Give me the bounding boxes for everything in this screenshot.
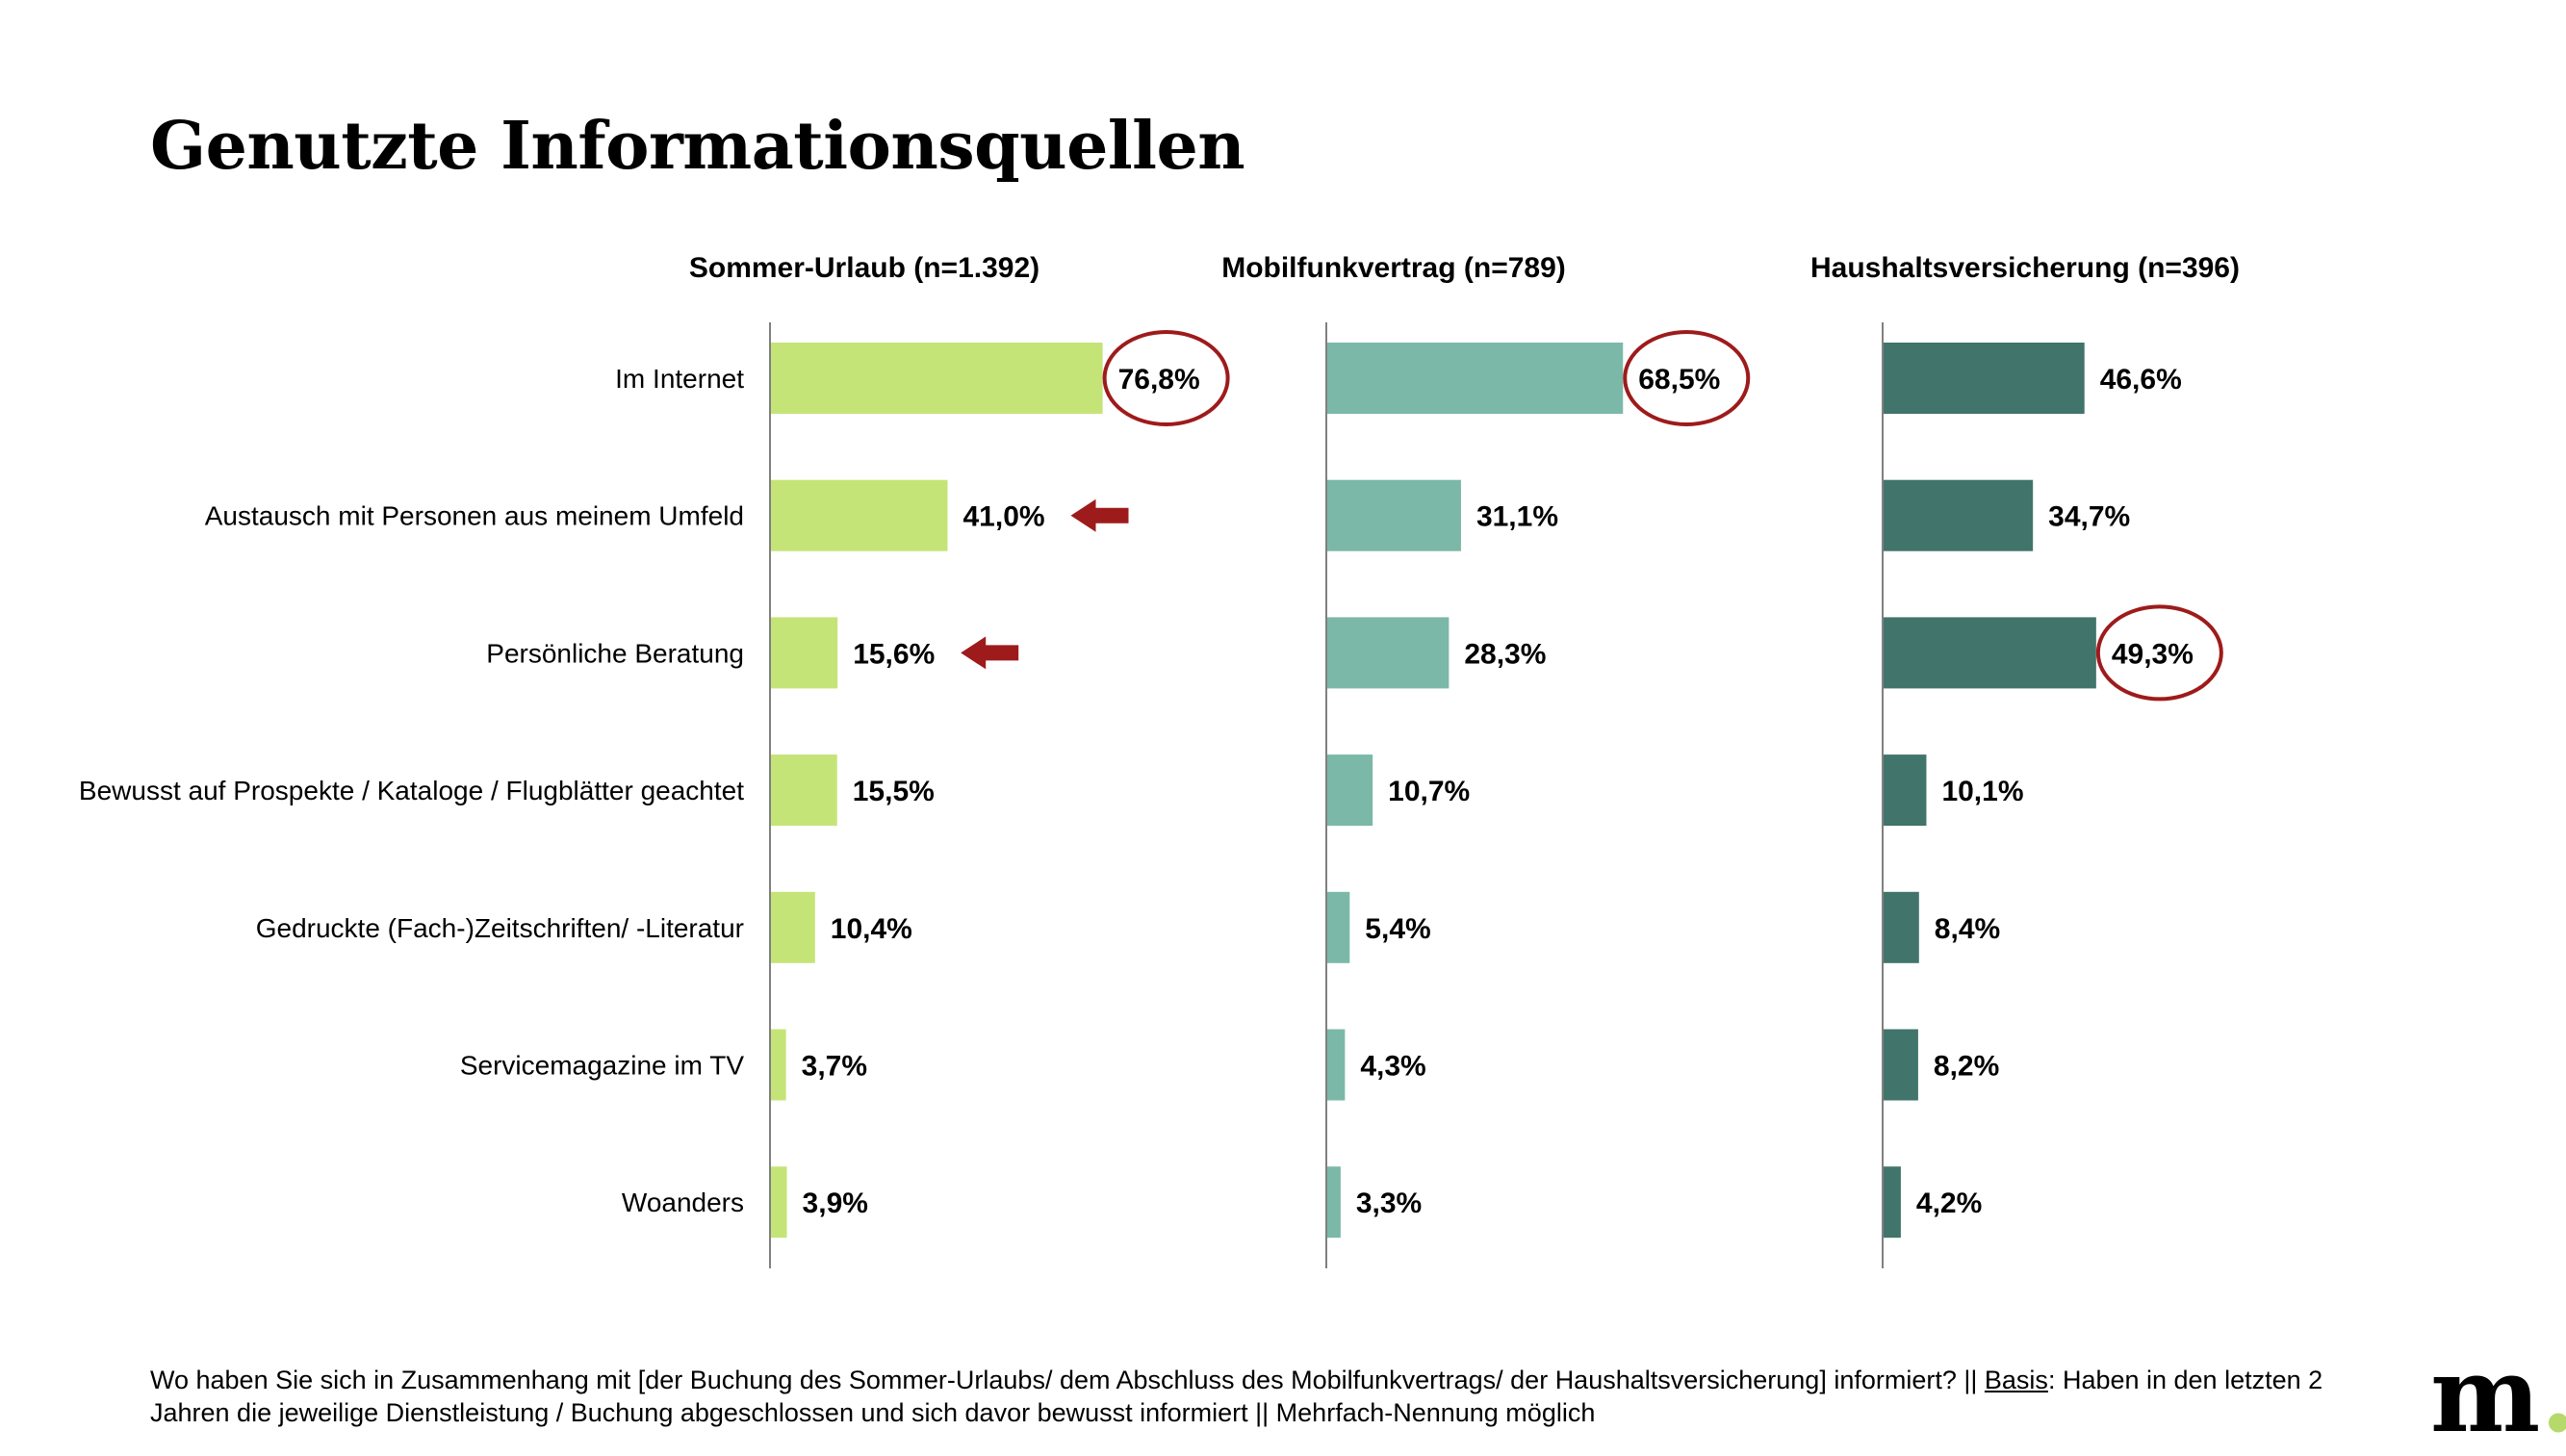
data-label-sommer: 3,9% (803, 1188, 868, 1219)
panel-title-haushalt: Haushaltsversicherung (n=396) (1810, 252, 2240, 284)
bar-mobil (1326, 1166, 1341, 1239)
bar-mobil (1326, 479, 1461, 551)
data-label-sommer: 10,4% (831, 913, 912, 945)
data-label-mobil: 4,3% (1360, 1051, 1425, 1083)
highlight-arrow-icon (961, 636, 1019, 670)
bar-haushalt (1883, 617, 2096, 689)
highlight-circle (1102, 330, 1230, 426)
bar-mobil (1326, 1029, 1346, 1101)
category-label: Bewusst auf Prospekte / Kataloge / Flugb… (79, 776, 744, 805)
data-label-mobil: 10,7% (1388, 776, 1470, 807)
footnote-basis-text: : Haben in den letzten 2 Jahren die jewe… (150, 1366, 2323, 1427)
data-label-mobil: 68,5% (1638, 364, 1720, 396)
bar-haushalt (1883, 1166, 1901, 1239)
brand-logo: m. (2430, 1342, 2566, 1448)
data-label-haushalt: 8,2% (1934, 1051, 1999, 1083)
bar-sommer (770, 754, 837, 827)
footnote-basis-label: Basis (1984, 1366, 2048, 1394)
category-label: Austausch mit Personen aus meinem Umfeld (205, 501, 744, 531)
category-label: Im Internet (615, 364, 744, 394)
bar-sommer (770, 891, 815, 963)
data-label-haushalt: 8,4% (1935, 913, 2000, 945)
highlight-circle (2095, 604, 2223, 702)
bar-sommer (770, 1029, 786, 1101)
data-label-sommer: 3,7% (802, 1051, 867, 1083)
data-label-mobil: 28,3% (1464, 638, 1546, 670)
category-label: Persönliche Beratung (486, 638, 744, 668)
bar-haushalt (1883, 1029, 1918, 1101)
bar-sommer (770, 1166, 787, 1239)
bar-mobil (1326, 891, 1350, 963)
footnote: Wo haben Sie sich in Zusammenhang mit [d… (150, 1364, 2393, 1429)
footnote-question: Wo haben Sie sich in Zusammenhang mit [d… (150, 1366, 1985, 1394)
page-title: Genutzte Informationsquellen (150, 108, 1245, 185)
panel-title-sommer: Sommer-Urlaub (n=1.392) (689, 252, 1039, 284)
category-label: Woanders (622, 1188, 744, 1217)
data-label-sommer: 41,0% (963, 501, 1045, 533)
data-label-haushalt: 46,6% (2100, 364, 2182, 396)
highlight-arrow-icon (1070, 498, 1129, 532)
bar-haushalt (1883, 479, 2034, 551)
bar-sommer (770, 479, 948, 551)
data-label-mobil: 31,1% (1476, 501, 1558, 533)
data-label-sommer: 76,8% (1118, 364, 1200, 396)
bar-sommer (770, 617, 838, 689)
data-label-haushalt: 49,3% (2112, 638, 2194, 670)
data-label-mobil: 5,4% (1365, 913, 1430, 945)
data-label-mobil: 3,3% (1356, 1188, 1422, 1219)
bar-sommer (770, 343, 1103, 414)
bar-mobil (1326, 343, 1624, 414)
bar-mobil (1326, 754, 1373, 827)
data-label-sommer: 15,5% (853, 776, 935, 807)
logo-dot: . (2540, 1335, 2566, 1456)
bar-haushalt (1883, 343, 2085, 414)
data-label-sommer: 15,6% (853, 638, 935, 670)
highlight-circle (1623, 330, 1751, 426)
bar-haushalt (1883, 891, 1919, 963)
data-label-haushalt: 10,1% (1941, 776, 2023, 807)
logo-letter: m (2430, 1335, 2541, 1456)
panel-title-mobil: Mobilfunkvertrag (n=789) (1221, 252, 1566, 284)
bar-chart: Im Internet Austausch mit Personen aus me… (79, 252, 2240, 1268)
bar-haushalt (1883, 754, 1927, 827)
category-label: Gedruckte (Fach-)Zeitschriften/ -Literat… (256, 913, 744, 943)
data-label-haushalt: 34,7% (2048, 501, 2130, 533)
category-label: Servicemagazine im TV (460, 1051, 744, 1081)
data-label-haushalt: 4,2% (1916, 1188, 1982, 1219)
bar-mobil (1326, 617, 1450, 689)
